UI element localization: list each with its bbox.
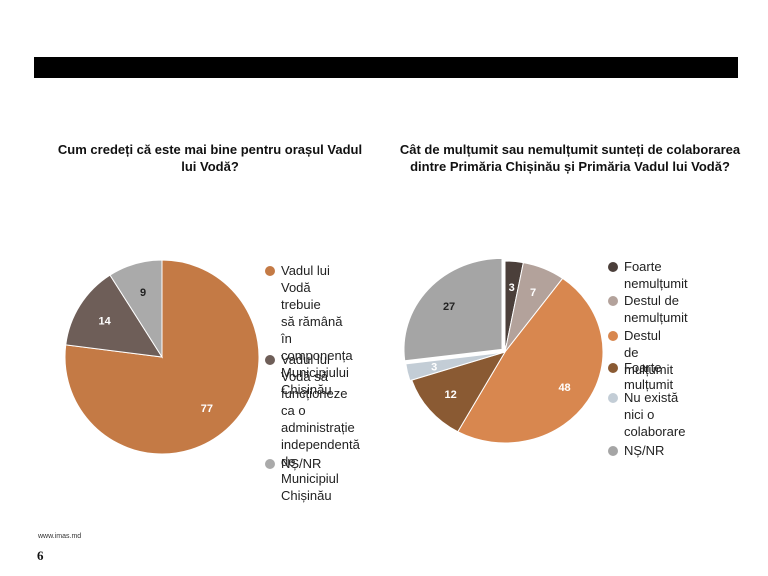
legend-swatch <box>265 459 275 469</box>
pie-data-label: 9 <box>140 287 146 299</box>
header-bar <box>34 57 738 78</box>
legend-label: Destul de nemulțumit <box>624 293 688 325</box>
chart-1-title: Cum credeți că este mai bine pentru oraș… <box>57 142 363 174</box>
pie-chart-2: 3 7 48 12 3 27 <box>403 257 604 444</box>
pie-data-label: 48 <box>558 382 570 394</box>
pie-data-label: 14 <box>99 316 112 328</box>
legend-label: Foarte mulțumit <box>624 360 674 392</box>
pie-data-label: 12 <box>445 389 457 401</box>
chart-2-title: Cât de mulțumit sau nemulțumit sunteți d… <box>399 142 741 174</box>
legend-swatch <box>265 266 275 276</box>
page-number: 6 <box>37 548 44 563</box>
legend-label: Foarte nemulțumit <box>624 259 688 291</box>
pie-slice <box>411 351 507 433</box>
pie-slice <box>65 274 163 358</box>
pie-slice <box>109 259 163 359</box>
pie-data-label: 77 <box>201 403 213 415</box>
legend-swatch <box>265 355 275 365</box>
legend-swatch <box>608 296 618 306</box>
legend-label: Vadul lui Vodă trebuie să rămână în comp… <box>281 263 353 397</box>
pie-data-label: 7 <box>530 287 536 299</box>
footer-url: www.imas.md <box>38 533 82 540</box>
legend-swatch <box>608 363 618 373</box>
pie-data-label: 27 <box>443 301 455 313</box>
legend-label: Nu există nici o colaborare <box>624 390 686 439</box>
pie-slice <box>403 257 503 362</box>
pie-data-label: 3 <box>431 362 437 374</box>
legend-swatch <box>608 446 618 456</box>
pie-chart-1: 77 14 9 <box>64 259 260 455</box>
legend-label: NȘ/NR <box>624 443 665 458</box>
pie-data-label: 3 <box>509 282 515 294</box>
pie-slice <box>457 277 604 444</box>
legend-label: NȘ/NR <box>281 456 322 471</box>
legend-swatch <box>608 331 618 341</box>
legend-swatch <box>608 262 618 272</box>
legend-swatch <box>608 393 618 403</box>
legend-label: Destul de mulțumit <box>624 328 674 377</box>
pie-slice <box>405 351 504 382</box>
legend-label: Vadul lui Vodă să funcționeze ca o admin… <box>281 352 360 503</box>
